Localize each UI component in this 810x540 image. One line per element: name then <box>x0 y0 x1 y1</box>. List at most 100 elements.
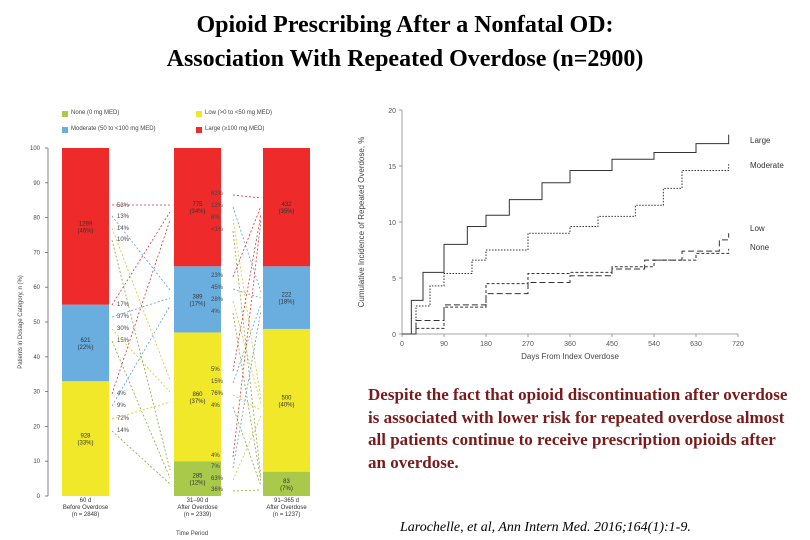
bar-count-label: 621 <box>80 338 91 344</box>
bar-count-label: 285 <box>192 474 203 480</box>
transition-pct-label: 14% <box>117 226 130 232</box>
transition-pct-label: 23% <box>211 273 224 279</box>
transition-pct-label: 63% <box>211 476 224 482</box>
transition-arrow <box>111 239 171 471</box>
bar-n-label: (n = 2848) <box>72 512 100 518</box>
bar-percent-label: (12%) <box>189 481 205 487</box>
bar-count-label: 500 <box>281 395 292 401</box>
y-tick-label: 90 <box>33 181 40 187</box>
x-tick-label: 0 <box>400 341 404 348</box>
transition-pct-label: 4% <box>211 453 220 459</box>
transition-pct-label: 4% <box>211 309 220 315</box>
series-label-low: Low <box>750 224 765 233</box>
transition-pct-label: 6% <box>211 215 220 221</box>
transition-arrow <box>111 328 171 393</box>
bar-count-label: 860 <box>192 392 203 398</box>
transition-pct-label: 12% <box>211 203 224 209</box>
bar-count-label: 389 <box>192 294 203 300</box>
transition-pct-label: 10% <box>117 237 130 243</box>
transition-pct-label: 53% <box>117 203 130 209</box>
bar-percent-label: (18%) <box>278 300 294 306</box>
legend-large: Large (≥100 mg MED) <box>205 126 265 132</box>
bar-percent-label: (46%) <box>77 228 93 234</box>
x-tick-label: 630 <box>690 341 702 348</box>
series-label-none: None <box>750 243 770 252</box>
transition-pct-label: 76% <box>211 391 224 397</box>
bar-period-sublabel: After Overdose <box>177 505 218 511</box>
transition-pct-label: 28% <box>211 297 224 303</box>
transition-pct-label: 36% <box>211 487 224 493</box>
y-tick-label: 20 <box>33 424 40 430</box>
transition-arrow <box>232 230 262 479</box>
transition-arrow <box>232 309 262 469</box>
y-tick-label: 30 <box>33 390 40 396</box>
bar-n-label: (n = 2339) <box>184 512 212 518</box>
y-tick-label: 0 <box>392 332 396 339</box>
transition-pct-label: 14% <box>117 428 130 434</box>
legend-low: Low (>0 to <50 mg MED) <box>205 110 273 116</box>
transition-pct-label: 82% <box>211 191 224 197</box>
transition-pct-label: 15% <box>211 379 224 385</box>
y-tick-label: 15 <box>388 164 396 171</box>
bar-percent-label: (33%) <box>77 441 93 447</box>
legend-swatch-large <box>196 127 202 133</box>
transition-arrow <box>232 288 262 299</box>
cumulative-incidence-line-chart: 0 5 10 15 20 0 90 180 270 360 450 540 630 720 Days Fro… <box>357 108 784 361</box>
x-tick-label: 180 <box>480 341 492 348</box>
bar-segment-moderate <box>263 266 310 329</box>
y-axis-title: Patients in Dosage Category, n (%) <box>18 275 24 369</box>
series-line-low <box>402 233 730 335</box>
y-tick-label: 10 <box>388 220 396 227</box>
transition-pct-label: 9% <box>117 403 126 409</box>
bar-period-label: 31–90 d <box>187 498 209 504</box>
transition-pct-label: <1% <box>211 227 224 233</box>
x-tick-label: 90 <box>440 341 448 348</box>
transition-arrow <box>232 194 262 199</box>
y-axis-title: Cumulative Incidence of Repeated Overdos… <box>357 137 366 308</box>
transition-arrow <box>111 227 171 381</box>
bar-percent-label: (40%) <box>278 402 294 408</box>
bar-count-label: 928 <box>80 434 91 440</box>
legend-swatch-none <box>62 111 68 117</box>
bar-count-label: 83 <box>283 479 290 485</box>
y-tick-label: 10 <box>33 459 40 465</box>
bar-percent-label: (34%) <box>189 209 205 215</box>
bar-n-label: (n = 1237) <box>273 512 301 518</box>
bar-count-label: 432 <box>281 202 292 208</box>
slide-title-line-1: Opioid Prescribing After a Nonfatal OD: <box>196 12 614 38</box>
bar-segment-low <box>263 328 310 472</box>
dosage-stacked-bar-chart: 0 10 20 30 40 50 60 70 80 90 100 Patients in Dosage… <box>18 146 310 537</box>
transition-arrow <box>232 213 262 372</box>
bar-segment-large <box>263 148 310 267</box>
bar-segment-none <box>174 461 221 496</box>
series-label-large: Large <box>750 136 771 145</box>
slide-title-line-2: Association With Repeated Overdose (n=29… <box>166 46 644 72</box>
bar-segment-large <box>174 148 221 267</box>
x-tick-label: 360 <box>564 341 576 348</box>
legend-none: None (0 mg MED) <box>71 110 120 116</box>
bar-percent-label: (37%) <box>189 399 205 405</box>
y-tick-label: 5 <box>392 276 396 283</box>
transition-arrow <box>232 312 262 483</box>
y-tick-label: 100 <box>30 146 41 152</box>
transition-pct-label: 37% <box>117 314 130 320</box>
legend-swatch-moderate <box>62 127 68 133</box>
bar-percent-label: (35%) <box>278 209 294 215</box>
bar-segment-low <box>62 381 109 496</box>
transition-arrow <box>232 300 262 406</box>
bar-percent-label: (22%) <box>77 345 93 351</box>
x-axis-title: Time Period <box>176 531 208 537</box>
y-tick-label: 20 <box>388 108 396 115</box>
transition-pct-label: 5% <box>211 367 220 373</box>
transition-pct-label: 7% <box>211 464 220 470</box>
bar-percent-label: (7%) <box>280 486 293 492</box>
bar-period-label: 60 d <box>80 498 92 504</box>
x-tick-label: 540 <box>648 341 660 348</box>
bar-period-sublabel: After Overdose <box>266 505 307 511</box>
series-label-moderate: Moderate <box>750 161 784 170</box>
transition-arrow <box>232 415 262 481</box>
y-tick-label: 80 <box>33 216 40 222</box>
x-tick-label: 270 <box>522 341 534 348</box>
transition-arrow <box>232 489 262 492</box>
bar-count-label: 775 <box>192 202 203 208</box>
